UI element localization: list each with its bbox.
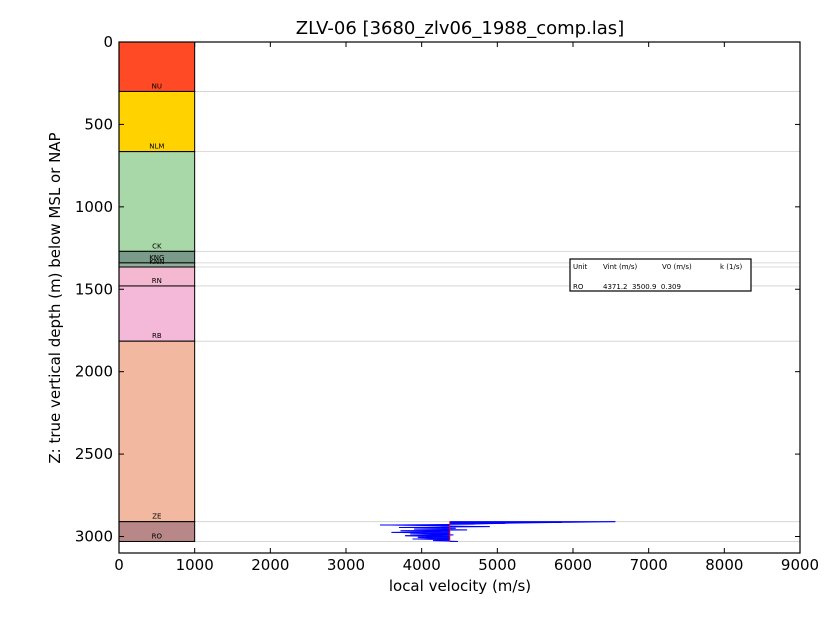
x-tick-label: 6000 — [554, 556, 592, 574]
unit-table: Unit Vint (m/s) V0 (m/s) k (1/s) RO 4371… — [569, 258, 752, 292]
plot-frame — [118, 41, 801, 554]
velocity-trace — [380, 521, 616, 542]
y-tick-label: 1000 — [75, 198, 113, 216]
x-tick-label: 8000 — [705, 556, 743, 574]
unit-block-ze — [118, 340, 196, 523]
y-tick-label: 500 — [84, 115, 113, 133]
x-axis-label: local velocity (m/s) — [389, 577, 531, 595]
unit-label-ck: CK — [152, 242, 162, 250]
unit-label-ro: RO — [152, 532, 163, 540]
x-tick-label: 7000 — [630, 556, 668, 574]
table-header-v0: V0 (m/s) — [662, 263, 692, 271]
x-tick-label: 2000 — [251, 556, 289, 574]
table-header-k: k (1/s) — [720, 263, 742, 271]
unit-label-ze: ZE — [152, 513, 161, 521]
y-tick-label: 0 — [103, 33, 113, 51]
unit-table-frame — [569, 258, 752, 292]
x-tick-label: 9000 — [781, 556, 819, 574]
table-header-unit: Unit — [573, 263, 588, 271]
unit-label-rb: RB — [152, 332, 162, 340]
y-tick-label: 3000 — [75, 528, 113, 546]
unit-label-nu: NU — [152, 82, 162, 90]
y-tick-label: 2500 — [75, 445, 113, 463]
unit-label-nlm: NLM — [149, 143, 164, 151]
chart-title: ZLV-06 [3680_zlv06_1988_comp.las] — [296, 18, 624, 39]
unit-block-ck — [118, 151, 196, 252]
x-tick-label: 4000 — [403, 556, 441, 574]
x-tick-label: 3000 — [327, 556, 365, 574]
x-tick-label: 0 — [114, 556, 124, 574]
y-tick-label: 1500 — [75, 280, 113, 298]
plot-area — [119, 91, 800, 542]
velocity-series — [380, 521, 616, 542]
unit-block-rb — [118, 285, 196, 342]
table-row-unit: RO — [573, 283, 584, 291]
axis-ticks: 0 1000 2000 3000 4000 5000 6000 7000 8000 9000 0 50… — [75, 33, 819, 574]
y-axis-label: Z: true vertical depth (m) below MSL or … — [46, 132, 64, 463]
unit-label-kng: KNG — [149, 254, 164, 262]
x-tick-label: 1000 — [176, 556, 214, 574]
y-tick-label: 2000 — [75, 363, 113, 381]
unit-block-nu — [118, 41, 196, 92]
unit-label-knn: KNN — [149, 258, 164, 266]
x-tick-label: 5000 — [478, 556, 516, 574]
table-header-vint: Vint (m/s) — [603, 263, 638, 271]
unit-label-rn: RN — [152, 277, 162, 285]
table-row-values: 4371.2 3500.9 0.309 — [603, 283, 681, 291]
